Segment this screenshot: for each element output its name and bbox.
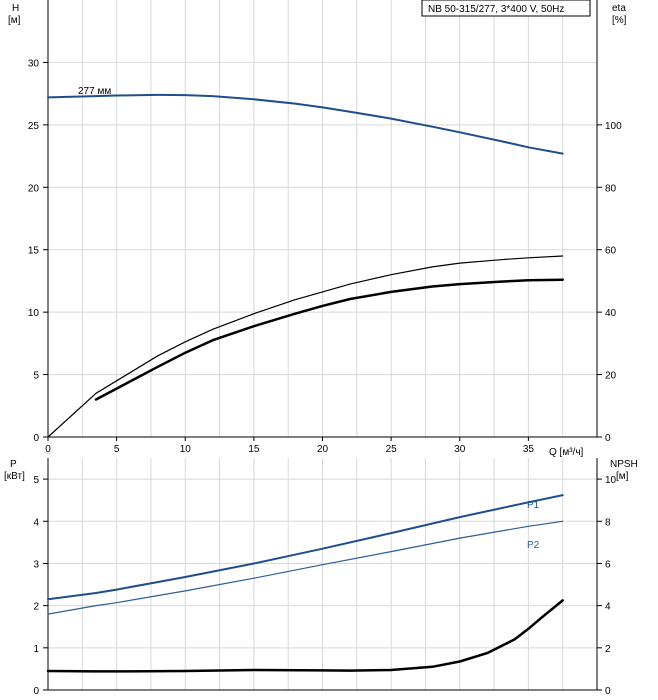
- top-x-tick-label: 35: [523, 444, 535, 455]
- chart-title: NB 50-315/277, 3*400 V, 50Hz: [428, 4, 564, 15]
- top-y-tick-label: 20: [28, 183, 40, 194]
- top-x-tick-label: 10: [180, 444, 192, 455]
- impeller-annotation: 277 мм: [78, 86, 111, 97]
- top-y2-tick-label: 40: [605, 308, 617, 319]
- bottom-series-2-line: [46, 599, 564, 673]
- bottom-y2label-unit: [м]: [616, 471, 629, 482]
- top-y-tick-label: 25: [28, 121, 40, 132]
- grid-layer: [48, 0, 597, 690]
- top-y2label-unit: [%]: [612, 15, 627, 26]
- bottom-y2-tick-label: 2: [605, 644, 611, 655]
- top-x-tick-label: 5: [114, 444, 120, 455]
- bottom-y-tick-label: 2: [33, 602, 39, 613]
- top-ylabel: H: [12, 3, 19, 14]
- top-y2-tick-label: 0: [605, 433, 611, 444]
- top-ylabel-unit: [м]: [8, 15, 21, 26]
- top-y2-tick-label: 80: [605, 183, 617, 194]
- title-box: [421, 0, 591, 17]
- bottom-y2-tick-label: 0: [605, 686, 611, 697]
- top-series-0-line: [47, 93, 564, 155]
- top-y-tick-label: 10: [28, 308, 40, 319]
- top-x-tick-label: 30: [454, 444, 466, 455]
- top-series-2-line: [94, 278, 564, 401]
- series-layer: [46, 93, 564, 673]
- bottom-y2-tick-label: 6: [605, 559, 611, 570]
- bottom-y-tick-label: 0: [33, 686, 39, 697]
- top-y-tick-label: 5: [33, 371, 39, 382]
- top-y2-tick-label: 100: [605, 121, 622, 132]
- top-series-1-line: [47, 255, 564, 438]
- bottom-y-tick-label: 1: [33, 644, 39, 655]
- bottom-y2label: NPSH: [610, 459, 638, 470]
- bottom-y-tick-label: 5: [33, 475, 39, 486]
- top-y-tick-label: 0: [33, 433, 39, 444]
- top-y-tick-label: 30: [28, 58, 40, 69]
- bottom-y2-tick-label: 10: [605, 475, 617, 486]
- top-y2label: eta: [612, 3, 626, 14]
- x-axis-label: Q [м³/ч]: [549, 447, 584, 458]
- top-y2-tick-label: 20: [605, 371, 617, 382]
- top-x-tick-label: 0: [45, 444, 51, 455]
- bottom-series-1-line: [47, 520, 564, 615]
- series-label-p1: P1: [527, 500, 540, 511]
- bottom-y2-tick-label: 8: [605, 517, 611, 528]
- top-x-tick-label: 20: [317, 444, 329, 455]
- top-y-tick-label: 15: [28, 246, 40, 257]
- top-y2-tick-label: 60: [605, 246, 617, 257]
- bottom-y-tick-label: 3: [33, 559, 39, 570]
- bottom-series-0-line: [47, 494, 564, 601]
- bottom-ylabel: P: [10, 459, 17, 470]
- bottom-y-tick-label: 4: [33, 517, 39, 528]
- top-x-tick-label: 25: [386, 444, 398, 455]
- series-label-p2: P2: [527, 540, 540, 551]
- bottom-y2-tick-label: 4: [605, 602, 611, 613]
- top-x-tick-label: 15: [248, 444, 260, 455]
- axes-layer: [43, 0, 602, 691]
- bottom-ylabel-unit: [кВт]: [4, 471, 25, 482]
